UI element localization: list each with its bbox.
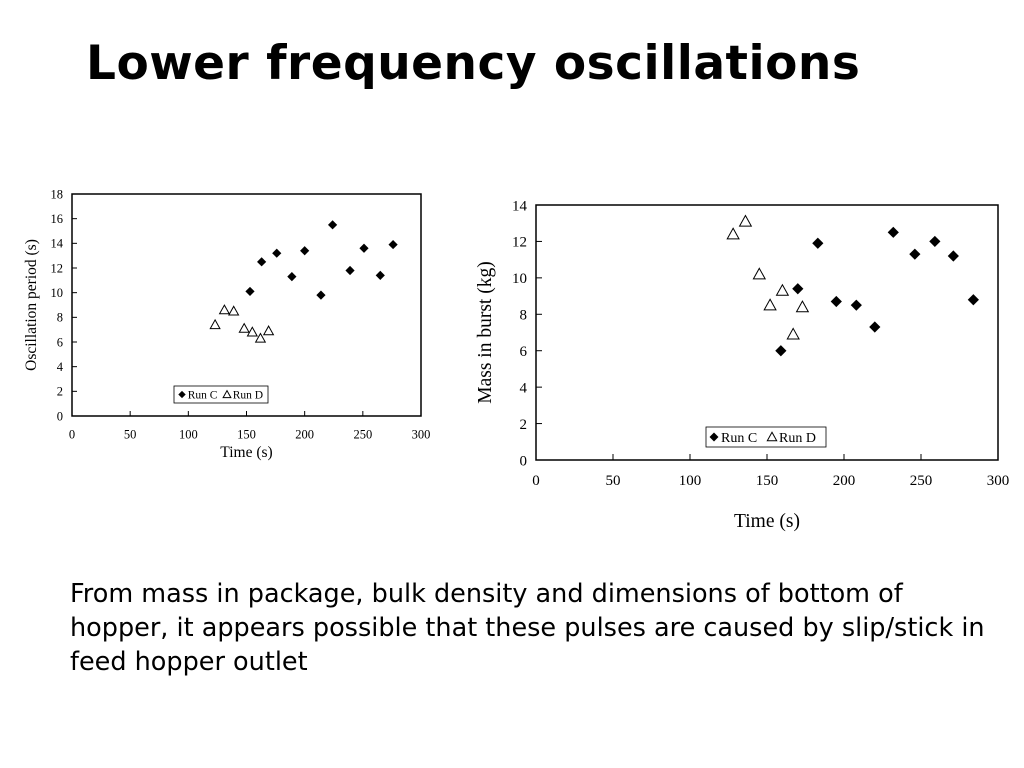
data-point	[238, 322, 250, 333]
data-point	[726, 227, 740, 240]
x-tick-label: 300	[412, 428, 431, 442]
data-point	[375, 270, 385, 280]
x-tick-label: 300	[987, 473, 1010, 489]
legend-marker	[766, 431, 778, 442]
data-point	[345, 265, 355, 276]
legend-marker	[709, 432, 719, 442]
x-axis-label: Time (s)	[220, 444, 272, 461]
data-point	[228, 305, 240, 316]
data-point	[795, 300, 810, 313]
data-point	[254, 332, 267, 343]
data-point	[327, 220, 338, 230]
y-tick-label: 6	[520, 344, 528, 360]
data-point	[246, 326, 258, 337]
y-tick-label: 4	[57, 360, 64, 374]
x-tick-label: 150	[756, 473, 779, 489]
data-point	[218, 304, 231, 315]
data-point	[869, 321, 881, 333]
data-point	[388, 239, 398, 250]
data-point	[909, 248, 921, 260]
data-point	[300, 246, 310, 256]
y-tick-label: 2	[57, 385, 63, 399]
series-run-d	[209, 304, 275, 343]
y-tick-label: 10	[51, 286, 64, 300]
data-point	[929, 235, 941, 248]
legend-label: Run C	[188, 390, 218, 402]
y-tick-label: 10	[512, 271, 527, 287]
data-point	[272, 248, 282, 258]
x-tick-label: 250	[353, 428, 372, 442]
y-tick-label: 14	[512, 198, 528, 214]
data-point	[967, 294, 979, 306]
slide-title: Lower frequency oscillations	[86, 36, 861, 91]
y-tick-label: 12	[512, 235, 527, 251]
x-tick-label: 200	[295, 428, 314, 442]
data-point	[316, 290, 326, 300]
y-axis-label: Mass in burst (kg)	[475, 261, 496, 403]
series-run-c	[245, 220, 398, 300]
data-point	[763, 298, 777, 311]
legend-marker	[178, 390, 186, 399]
data-point	[287, 272, 297, 282]
y-tick-label: 14	[51, 237, 64, 251]
x-tick-label: 0	[69, 428, 75, 442]
legend-marker	[222, 389, 232, 399]
y-axis-label: Oscillation period (s)	[23, 239, 40, 371]
data-point	[775, 345, 787, 357]
series-run-c	[775, 226, 979, 357]
data-point	[887, 226, 899, 238]
y-tick-label: 16	[51, 212, 64, 226]
body-text: From mass in package, bulk density and d…	[70, 579, 985, 677]
legend-box	[705, 426, 827, 448]
x-tick-label: 50	[606, 473, 621, 489]
data-point	[830, 295, 842, 308]
y-tick-label: 8	[57, 311, 63, 325]
legend-box	[173, 385, 269, 404]
data-point	[209, 318, 221, 330]
data-point	[947, 250, 959, 262]
legend-label: Run C	[721, 431, 757, 446]
y-tick-label: 2	[520, 417, 528, 433]
legend-label: Run D	[779, 431, 816, 446]
data-point	[792, 283, 804, 295]
y-tick-label: 0	[57, 409, 63, 423]
data-point	[775, 283, 790, 296]
legend: Run C Run D	[705, 426, 827, 448]
x-tick-label: 0	[532, 473, 540, 489]
data-point	[262, 325, 275, 336]
data-point	[850, 299, 862, 311]
x-tick-label: 50	[124, 428, 137, 442]
data-point	[738, 214, 753, 227]
y-tick-label: 0	[520, 453, 528, 469]
y-tick-label: 12	[51, 261, 64, 275]
x-axis-label: Time (s)	[734, 511, 800, 532]
y-tick-label: 4	[520, 380, 528, 396]
data-point	[786, 327, 800, 340]
x-tick-label: 200	[833, 473, 856, 489]
y-tick-label: 6	[57, 335, 63, 349]
legend-label: Run D	[233, 390, 263, 402]
plot-frame	[535, 204, 999, 461]
data-point	[359, 243, 369, 253]
y-tick-label: 18	[51, 187, 64, 201]
data-point	[257, 257, 267, 267]
x-tick-label: 100	[679, 473, 702, 489]
data-point	[812, 237, 824, 249]
data-point	[245, 286, 255, 297]
x-tick-label: 100	[179, 428, 198, 442]
mass-in-burst-chart: 0 50 100 150 200 250 300 0 2 4 6 8 10 12 14 Time (s) Mas…	[475, 198, 1010, 532]
legend: Run C Run D	[173, 385, 269, 404]
data-point	[752, 267, 767, 280]
x-tick-label: 150	[237, 428, 256, 442]
x-tick-label: 250	[910, 473, 933, 489]
oscillation-period-chart: 0 50 100 150 200 250 300 0 2 4 6 8 10 12 14 16 18 Time (s…	[23, 187, 431, 461]
y-tick-label: 8	[520, 308, 528, 324]
series-run-d	[726, 214, 810, 340]
